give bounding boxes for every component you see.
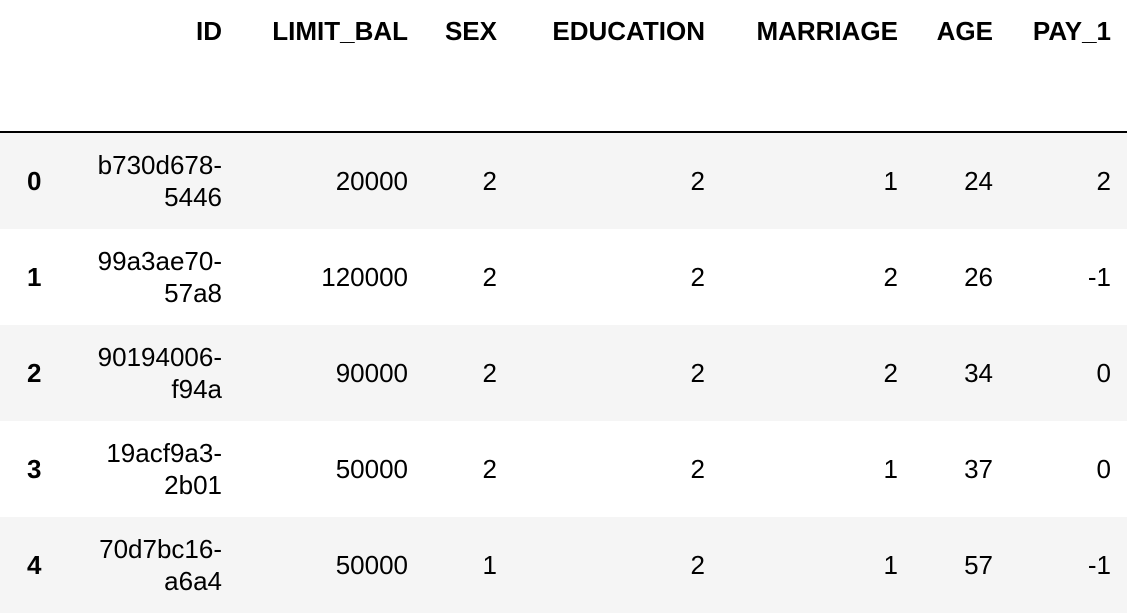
table-cell: 1 xyxy=(883,454,898,484)
column-header: PAY_1 xyxy=(1009,0,1127,133)
header-row: ID LIMIT_BAL SEX EDUCATION MARRIAGE AGE PAY_1 xyxy=(0,0,1127,133)
table-row: 4 70d7bc16-a6a4 50000 1 2 1 57 -1 xyxy=(0,517,1127,613)
table-cell: 50000 xyxy=(335,550,408,580)
column-header: MARRIAGE xyxy=(721,0,914,133)
table-cell: 24 xyxy=(964,166,993,196)
row-index: 0 xyxy=(27,166,42,196)
row-index: 3 xyxy=(27,454,42,484)
table-cell: 26 xyxy=(964,262,993,292)
corner-cell xyxy=(0,0,60,133)
table-cell: 2 xyxy=(690,454,705,484)
table-cell: 99a3ae70-57a8 xyxy=(97,246,222,308)
table-cell: 0 xyxy=(1096,358,1111,388)
table-cell: 2 xyxy=(883,262,898,292)
table-cell: 20000 xyxy=(335,166,408,196)
table-cell: 120000 xyxy=(321,262,408,292)
column-header: LIMIT_BAL xyxy=(238,0,424,133)
table-cell: 57 xyxy=(964,550,993,580)
table-cell: 90000 xyxy=(335,358,408,388)
table-cell: b730d678-5446 xyxy=(97,150,222,212)
row-index: 2 xyxy=(27,358,42,388)
table-row: 3 19acf9a3-2b01 50000 2 2 1 37 0 xyxy=(0,421,1127,517)
table-cell: 34 xyxy=(964,358,993,388)
row-index: 4 xyxy=(27,550,42,580)
table-cell: 1 xyxy=(883,550,898,580)
page: ID LIMIT_BAL SEX EDUCATION MARRIAGE AGE PAY_1 … xyxy=(0,0,1127,596)
row-index: 1 xyxy=(27,262,42,292)
table-cell: 50000 xyxy=(335,454,408,484)
table-header: ID LIMIT_BAL SEX EDUCATION MARRIAGE AGE PAY_1 xyxy=(0,0,1127,133)
table-cell: 2 xyxy=(482,358,497,388)
column-header: EDUCATION xyxy=(513,0,721,133)
table-cell: 2 xyxy=(883,358,898,388)
table-cell: 2 xyxy=(690,166,705,196)
table-cell: 2 xyxy=(482,454,497,484)
table-cell: -1 xyxy=(1087,550,1111,580)
table-cell: 2 xyxy=(1096,166,1111,196)
table-cell: 2 xyxy=(690,358,705,388)
table-cell: 1 xyxy=(482,550,497,580)
table-body: 0 b730d678-5446 20000 2 2 1 24 2 1 99a3ae70-57a8 1… xyxy=(0,132,1127,613)
column-header: AGE xyxy=(914,0,1009,133)
table-cell: 2 xyxy=(690,262,705,292)
table-cell: 2 xyxy=(482,262,497,292)
table-row: 1 99a3ae70-57a8 120000 2 2 2 26 -1 xyxy=(0,229,1127,325)
column-header: ID xyxy=(60,0,238,133)
table-cell: 90194006-f94a xyxy=(97,342,222,404)
table-cell: 37 xyxy=(964,454,993,484)
table-cell: -1 xyxy=(1087,262,1111,292)
table-cell: 2 xyxy=(690,550,705,580)
column-header: SEX xyxy=(424,0,513,133)
table-row: 0 b730d678-5446 20000 2 2 1 24 2 xyxy=(0,132,1127,229)
table-cell: 0 xyxy=(1096,454,1111,484)
table-cell: 2 xyxy=(482,166,497,196)
table-cell: 19acf9a3-2b01 xyxy=(106,438,222,500)
table-row: 2 90194006-f94a 90000 2 2 2 34 0 xyxy=(0,325,1127,421)
table-cell: 70d7bc16-a6a4 xyxy=(99,534,222,596)
table-cell: 1 xyxy=(883,166,898,196)
